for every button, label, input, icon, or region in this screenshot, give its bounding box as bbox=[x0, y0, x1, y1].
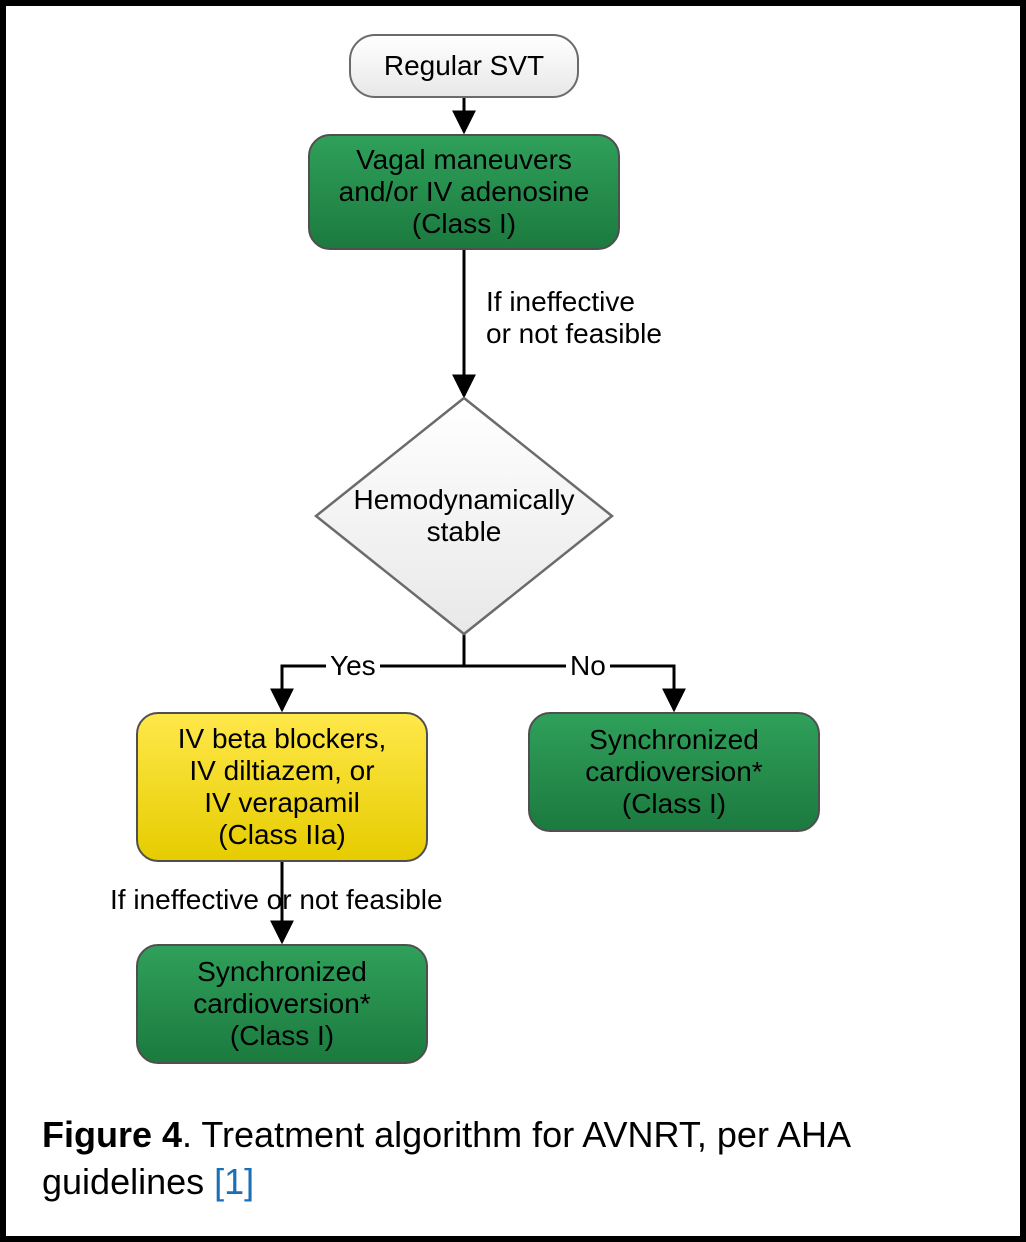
caption-ref: [1] bbox=[214, 1161, 254, 1202]
node-final-text: Synchronized cardioversion* (Class I) bbox=[193, 956, 370, 1053]
edge-label-ineffective-2: If ineffective or not feasible bbox=[110, 884, 443, 916]
node-vagal-text: Vagal maneuvers and/or IV adenosine (Cla… bbox=[339, 144, 590, 241]
node-start: Regular SVT bbox=[349, 34, 579, 98]
node-decision-text: Hemodynamically stable bbox=[354, 484, 575, 548]
figure-frame: Regular SVT Vagal maneuvers and/or IV ad… bbox=[0, 0, 1026, 1242]
caption-prefix: Figure 4 bbox=[42, 1114, 182, 1155]
node-yes-text: IV beta blockers, IV diltiazem, or IV ve… bbox=[178, 723, 387, 852]
node-yes-box: IV beta blockers, IV diltiazem, or IV ve… bbox=[136, 712, 428, 862]
edge-label-ineffective-1: If ineffective or not feasible bbox=[486, 286, 662, 350]
edge-label-no: No bbox=[566, 650, 610, 682]
node-start-text: Regular SVT bbox=[384, 50, 544, 82]
node-vagal: Vagal maneuvers and/or IV adenosine (Cla… bbox=[308, 134, 620, 250]
figure-caption: Figure 4. Treatment algorithm for AVNRT,… bbox=[42, 1112, 984, 1206]
node-final-box: Synchronized cardioversion* (Class I) bbox=[136, 944, 428, 1064]
node-no-text: Synchronized cardioversion* (Class I) bbox=[585, 724, 762, 821]
node-decision-text-wrap: Hemodynamically stable bbox=[316, 468, 612, 564]
edge-label-yes: Yes bbox=[326, 650, 380, 682]
node-no-box: Synchronized cardioversion* (Class I) bbox=[528, 712, 820, 832]
